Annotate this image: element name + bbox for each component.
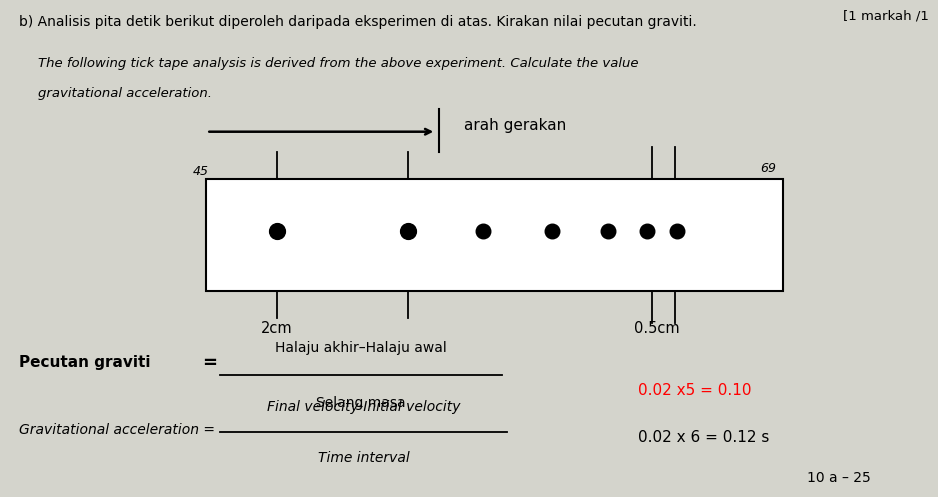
Point [269,227,284,235]
Text: 0.02 x5 = 0.10: 0.02 x5 = 0.10 [638,383,751,398]
Text: 2cm: 2cm [261,321,293,335]
Text: b) Analisis pita detik berikut diperoleh daripada eksperimen di atas. Kirakan ni: b) Analisis pita detik berikut diperoleh… [19,15,697,29]
Text: Selang masa: Selang masa [316,396,406,410]
Text: arah gerakan: arah gerakan [464,118,567,133]
Text: =: = [202,354,217,372]
Point [640,227,655,235]
Text: 45: 45 [192,165,208,178]
Text: gravitational acceleration.: gravitational acceleration. [38,87,212,100]
Point [476,227,491,235]
Text: [1 markah /1: [1 markah /1 [842,10,929,23]
Text: Final velocity-Initial velocity: Final velocity-Initial velocity [266,400,461,414]
Text: Gravitational acceleration =: Gravitational acceleration = [19,423,215,437]
Point [600,227,615,235]
Text: Halaju akhir–Halaju awal: Halaju akhir–Halaju awal [275,341,447,355]
Text: 10 a – 25: 10 a – 25 [807,471,870,485]
Point [401,227,416,235]
Point [544,227,559,235]
Text: Pecutan graviti: Pecutan graviti [19,355,150,370]
Text: Time interval: Time interval [318,451,409,465]
Text: 0.5cm: 0.5cm [634,321,679,335]
Text: 69: 69 [760,163,776,175]
Text: The following tick tape analysis is derived from the above experiment. Calculate: The following tick tape analysis is deri… [38,57,638,70]
Point [670,227,685,235]
FancyBboxPatch shape [206,179,783,291]
Text: 0.02 x 6 = 0.12 s: 0.02 x 6 = 0.12 s [638,430,769,445]
